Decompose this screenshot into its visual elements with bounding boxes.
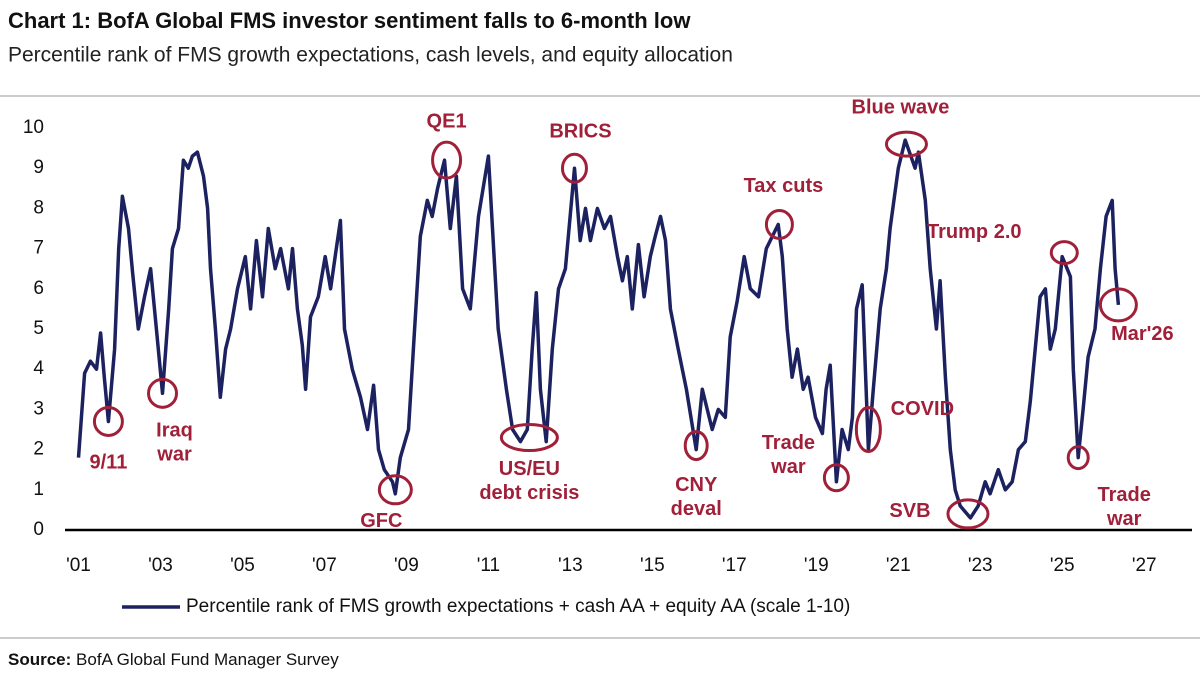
annotation-label: war	[156, 444, 192, 466]
y-tick-label: 0	[33, 519, 44, 540]
annotation-circle	[822, 463, 850, 493]
y-tick-label: 4	[33, 358, 44, 379]
x-tick-label: '13	[558, 555, 583, 576]
annotation-label: COVID	[891, 398, 954, 420]
annotation-label: SVB	[889, 500, 930, 522]
y-tick-label: 7	[33, 238, 44, 259]
annotation-circle	[560, 152, 588, 184]
series-line	[76, 138, 1121, 520]
annotation-label: QE1	[427, 110, 467, 132]
annotation-label: war	[1106, 508, 1142, 530]
annotation-circle	[431, 140, 463, 180]
annotation-circle	[1049, 240, 1079, 266]
annotation-label: Mar'26	[1111, 323, 1174, 345]
x-tick-label: '01	[66, 555, 91, 576]
y-tick-label: 9	[33, 157, 44, 178]
x-tick-label: '19	[804, 555, 829, 576]
y-tick-label: 8	[33, 197, 44, 218]
source: Source: BofA Global Fund Manager Survey	[8, 650, 339, 669]
annotation-circle	[147, 377, 179, 409]
annotation-circle	[499, 423, 559, 453]
source-text: BofA Global Fund Manager Survey	[76, 650, 339, 669]
annotation-circle	[1098, 287, 1138, 323]
annotation-circle	[854, 406, 882, 453]
x-tick-label: '15	[640, 555, 665, 576]
annotation-label: BRICS	[549, 120, 611, 142]
source-label: Source:	[8, 650, 71, 669]
chart-title: Chart 1: BofA Global FMS investor sentim…	[8, 8, 691, 33]
y-tick-label: 3	[33, 398, 44, 419]
annotation-label: GFC	[360, 510, 402, 532]
x-tick-label: '21	[886, 555, 911, 576]
annotation-label: Trade	[1098, 484, 1151, 506]
x-tick-label: '11	[477, 555, 500, 576]
annotation-circle	[884, 130, 928, 158]
x-tick-label: '09	[394, 555, 419, 576]
y-tick-label: 2	[33, 439, 44, 460]
annotation-label: CNY	[675, 474, 718, 496]
annotation-label: deval	[671, 498, 722, 520]
annotation-label: war	[770, 456, 806, 478]
annotation-circle	[946, 498, 990, 530]
annotation-label: debt crisis	[479, 482, 579, 504]
x-tick-label: '05	[230, 555, 255, 576]
x-tick-label: '07	[312, 555, 337, 576]
x-tick-label: '23	[968, 555, 993, 576]
annotation-label: Trade	[762, 432, 815, 454]
x-tick-label: '03	[148, 555, 173, 576]
annotation-label: 9/11	[90, 452, 128, 474]
y-tick-label: 5	[33, 318, 44, 339]
x-tick-label: '27	[1132, 555, 1157, 576]
annotation-circle	[377, 474, 413, 506]
chart-subtitle: Percentile rank of FMS growth expectatio…	[8, 44, 733, 67]
legend-label: Percentile rank of FMS growth expectatio…	[186, 596, 850, 617]
x-tick-label: '25	[1050, 555, 1075, 576]
annotation-circle	[92, 405, 124, 437]
annotation-circle	[764, 208, 794, 240]
annotation-label: Iraq	[156, 420, 193, 442]
annotation-label: Blue wave	[852, 96, 950, 118]
annotation-circle	[1066, 445, 1090, 471]
annotation-label: Trump 2.0	[927, 221, 1021, 243]
y-tick-label: 1	[33, 479, 44, 500]
annotation-label: Tax cuts	[744, 175, 824, 197]
x-tick-label: '17	[722, 555, 747, 576]
y-tick-label: 10	[23, 117, 44, 138]
y-tick-label: 6	[33, 278, 44, 299]
annotation-circle	[683, 430, 709, 462]
annotation-label: US/EU	[499, 458, 560, 480]
